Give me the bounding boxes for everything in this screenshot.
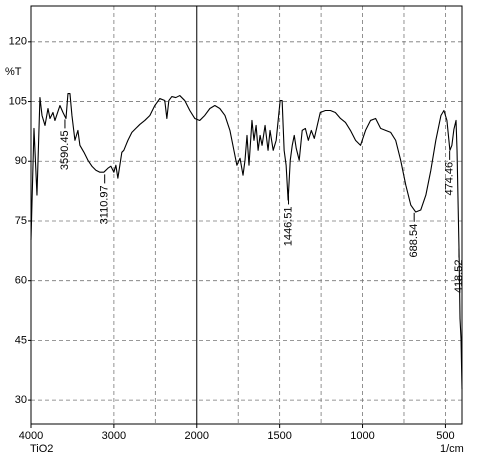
plot-frame bbox=[30, 5, 463, 425]
x-tick-label: 2000 bbox=[185, 430, 209, 442]
x-axis-unit: 1/cm bbox=[440, 443, 464, 455]
sample-label: TiO2 bbox=[30, 443, 53, 455]
y-tick-label: 105 bbox=[9, 95, 27, 107]
peak-label: 1446.51 bbox=[282, 206, 294, 246]
x-tick-label: 4000 bbox=[19, 430, 43, 442]
x-tick-label: 3000 bbox=[102, 430, 126, 442]
peak-label: 474.46 bbox=[444, 162, 456, 196]
y-tick-label: 120 bbox=[9, 36, 27, 48]
peak-label: 688.54 bbox=[408, 224, 420, 258]
peak-label: 3590.45 bbox=[59, 130, 71, 170]
y-tick-label: 60 bbox=[15, 275, 27, 287]
plot: 3590.45 3110.97 1446.51 688.54 474.46 418.52 bbox=[30, 93, 465, 390]
y-tick-label: 30 bbox=[15, 394, 27, 406]
y-tick-label: 90 bbox=[15, 155, 27, 167]
y-axis-label: %T bbox=[5, 66, 22, 78]
y-tick-label: 75 bbox=[15, 215, 27, 227]
peak-label: 3110.97 bbox=[99, 185, 111, 224]
spectrum-line bbox=[30, 93, 463, 390]
y-tick-label: 45 bbox=[15, 334, 27, 346]
grid bbox=[30, 6, 462, 424]
x-tick-label: 1000 bbox=[350, 430, 374, 442]
x-tick-label: 500 bbox=[436, 430, 454, 442]
x-tick-label: 1500 bbox=[267, 430, 291, 442]
peak-label: 418.52 bbox=[453, 260, 465, 294]
